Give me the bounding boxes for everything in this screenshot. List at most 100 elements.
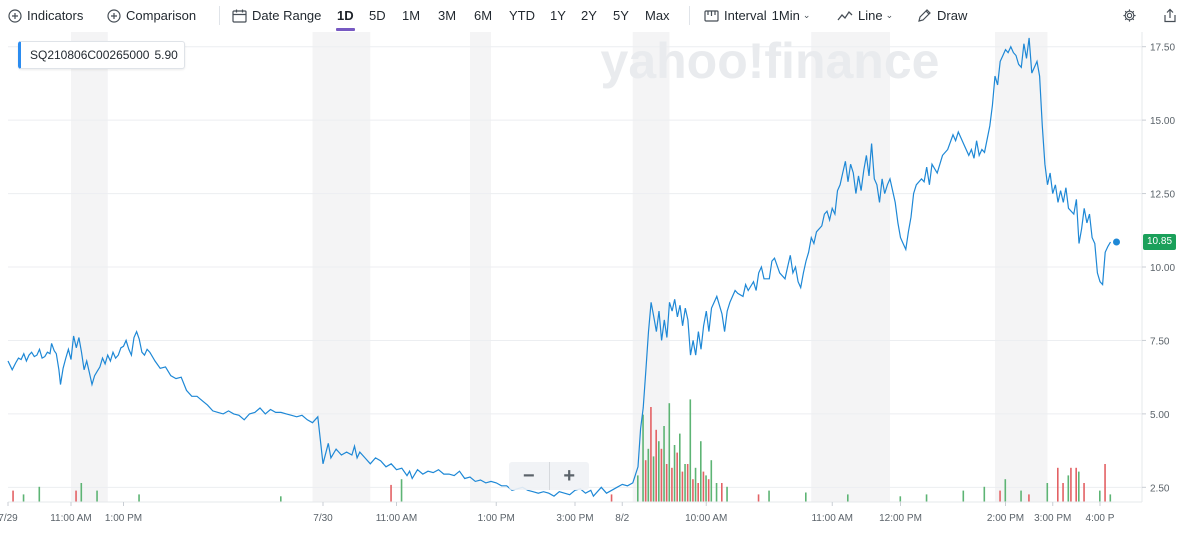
y-tick-label: 5.00 [1150, 410, 1170, 421]
chart-type-button[interactable]: Line ⌄ [837, 0, 893, 31]
last-price-dot [1113, 238, 1120, 246]
volume-bar-up [899, 496, 902, 502]
volume-bar-down [692, 479, 694, 502]
calendar-icon [232, 9, 247, 23]
volume-bar-down [650, 407, 652, 502]
volume-bar-up [138, 494, 140, 502]
toolbar-divider [219, 6, 220, 25]
range-5y[interactable]: 5Y [613, 8, 629, 23]
volume-bar-up [700, 441, 702, 502]
volume-bar-up [22, 494, 25, 502]
y-tick-label: 15.00 [1150, 116, 1175, 127]
range-5d[interactable]: 5D [369, 8, 386, 23]
range-1d[interactable]: 1D [336, 0, 355, 31]
range-3m[interactable]: 3M [438, 8, 457, 23]
volume-bar-up [652, 456, 655, 502]
date-range-button[interactable]: Date Range [232, 0, 321, 31]
volume-bar-up [694, 467, 697, 502]
indicators-plus-icon [8, 8, 22, 23]
y-tick-label: 2.50 [1150, 483, 1170, 494]
zoom-out-button[interactable]: − [509, 462, 550, 490]
indicators-button[interactable]: Indicators [8, 0, 83, 31]
line-chart-icon [837, 10, 853, 20]
comparison-label: Comparison [126, 8, 197, 23]
yahoo-finance-watermark: yahoo!finance [601, 33, 940, 89]
volume-bar-up [705, 475, 707, 502]
volume-bar-down [1062, 483, 1064, 502]
chevron-down-icon: ⌄ [885, 10, 894, 20]
volume-bar-down [1075, 467, 1077, 502]
quote-value: 5.90 [154, 48, 178, 62]
x-tick-label: 1:00 PM [478, 513, 515, 524]
range-6m[interactable]: 6M [474, 8, 493, 23]
volume-bar-down [610, 494, 613, 502]
volume-bar-up [962, 490, 965, 502]
x-tick-label: 8/2 [615, 513, 629, 524]
gear-icon [1123, 9, 1136, 22]
interval-button[interactable]: Interval 1Min ⌄ [704, 0, 810, 31]
chart-toolbar: Indicators Comparison Date Range 1D 5D 1… [0, 0, 1188, 31]
volume-bar-down [1104, 464, 1106, 502]
volume-bar-down [655, 429, 657, 502]
volume-bar-up [925, 494, 928, 502]
range-1m[interactable]: 1M [402, 8, 421, 23]
x-tick-label: 7/29 [0, 513, 18, 524]
volume-bar-down [999, 490, 1001, 502]
chevron-down-icon: ⌄ [802, 10, 811, 20]
last-price-badge: 10.85 [1143, 234, 1176, 250]
volume-bar-up [768, 490, 770, 502]
range-2y[interactable]: 2Y [581, 8, 597, 23]
comparison-plus-icon [107, 8, 121, 23]
volume-bar-up [1067, 475, 1070, 502]
x-tick-label: 11:00 AM [811, 513, 853, 524]
x-tick-label: 2:00 PM [987, 513, 1024, 524]
y-tick-label: 12.50 [1150, 190, 1175, 201]
share-button[interactable] [1163, 0, 1177, 31]
volume-bar-down [702, 471, 705, 502]
range-1y[interactable]: 1Y [550, 8, 566, 23]
volume-bar-down [686, 464, 689, 502]
y-tick-label: 10.00 [1150, 263, 1175, 274]
volume-bar-up [642, 414, 644, 502]
price-chart[interactable]: yahoo!finance 2.50 5.00 7.50 10.00 12.50 15.0… [0, 32, 1188, 535]
volume-bar-up [663, 426, 665, 502]
comparison-button[interactable]: Comparison [107, 0, 196, 31]
x-tick-label: 1:00 PM [105, 513, 142, 524]
volume-bar-down [75, 490, 77, 502]
volume-bar-down [707, 479, 710, 502]
volume-bar-up [805, 492, 807, 502]
volume-bar-up [1020, 490, 1022, 502]
zoom-in-button[interactable]: + [563, 464, 576, 487]
range-max[interactable]: Max [645, 8, 670, 23]
settings-button[interactable] [1122, 0, 1137, 31]
toolbar-divider [689, 6, 690, 25]
indicators-label: Indicators [27, 8, 84, 23]
volume-bar-up [280, 496, 282, 502]
volume-bar-up [1004, 479, 1007, 502]
volume-bar-down [1083, 483, 1085, 502]
volume-bar-up [1109, 494, 1112, 502]
quote-legend[interactable]: SQ210806C00265000 5.90 [18, 41, 185, 69]
volume-bar-up [647, 448, 650, 502]
volume-bar-up [983, 486, 986, 502]
y-tick-label: 7.50 [1150, 336, 1170, 347]
volume-bar-down [1028, 494, 1030, 502]
volume-bar-down [1070, 467, 1072, 502]
volume-bar-up [400, 479, 403, 502]
volume-bar-up [684, 464, 686, 502]
range-ytd[interactable]: YTD [509, 8, 535, 23]
volume-bar-up [80, 483, 83, 502]
volume-bar-down [676, 452, 678, 502]
price-line [7, 37, 1112, 498]
volume-bar-up [96, 490, 98, 502]
volume-bar-down [757, 494, 760, 502]
x-tick-label: 12:00 PM [879, 513, 922, 524]
x-tick-label: 7/30 [313, 513, 333, 524]
x-tick-label: 3:00 PM [1034, 513, 1071, 524]
volume-bar-down [681, 471, 684, 502]
volume-bar-down [671, 467, 673, 502]
volume-bar-up [673, 445, 676, 502]
volume-bar-down [697, 483, 699, 502]
draw-button[interactable]: Draw [917, 0, 967, 31]
y-tick-label: 17.50 [1150, 43, 1175, 54]
